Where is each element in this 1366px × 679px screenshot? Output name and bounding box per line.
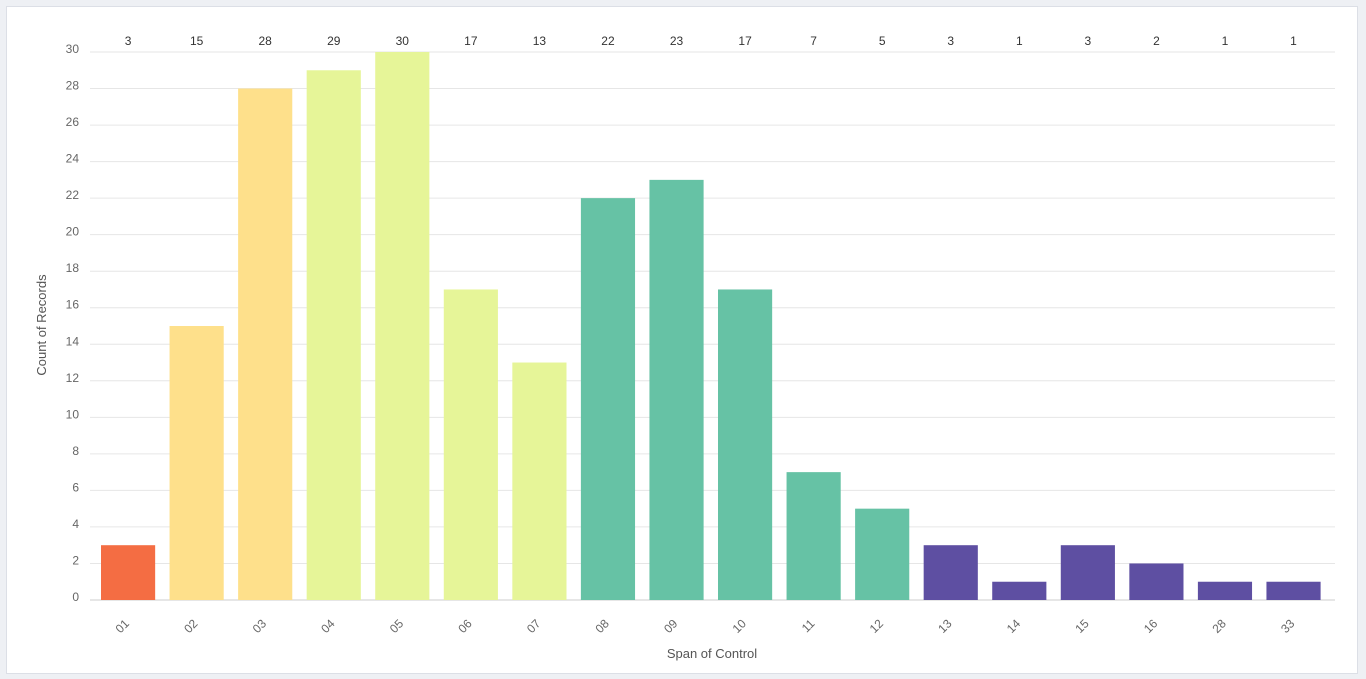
x-tick-labels: 01 02 03 04 05 06 07 08 09 10 11 12 13 14 15 16 28 33	[113, 616, 1298, 636]
x-tick-label: 05	[387, 616, 407, 636]
data-label: 3	[947, 34, 954, 48]
x-axis-title: Span of Control	[667, 646, 757, 661]
data-labels: 3 15 28 29 30 17 13 22 23 17 7 5 3 1 3 2 1 1	[125, 34, 1297, 48]
x-tick-label: 02	[181, 616, 201, 636]
x-tick-label: 09	[661, 616, 681, 636]
data-label: 1	[1222, 34, 1229, 48]
data-label: 30	[396, 34, 410, 48]
data-label: 28	[259, 34, 273, 48]
bar-04[interactable]	[306, 70, 361, 601]
bar-02[interactable]	[169, 326, 224, 600]
bar-28[interactable]	[1197, 581, 1253, 600]
y-tick-label: 26	[66, 115, 80, 129]
bar-16[interactable]	[1129, 563, 1184, 600]
data-label: 3	[125, 34, 132, 48]
data-label: 3	[1085, 34, 1092, 48]
bars	[101, 52, 1321, 601]
data-label: 17	[464, 34, 478, 48]
y-tick-label: 16	[66, 298, 80, 312]
y-tick-label: 28	[66, 79, 80, 93]
bar-09[interactable]	[649, 179, 704, 600]
x-tick-label: 03	[250, 616, 270, 636]
x-tick-label: 28	[1210, 616, 1230, 636]
bar-08[interactable]	[580, 198, 636, 600]
bar-33[interactable]	[1266, 581, 1321, 600]
data-label: 5	[879, 34, 886, 48]
x-tick-label: 13	[935, 616, 955, 636]
bar-11[interactable]	[786, 472, 841, 600]
bar-03[interactable]	[238, 88, 293, 601]
bar-12[interactable]	[855, 508, 910, 600]
bar-07[interactable]	[512, 362, 567, 600]
y-tick-label: 2	[72, 553, 79, 567]
x-tick-label: 12	[867, 616, 887, 636]
y-tick-label: 4	[72, 517, 79, 531]
bar-06[interactable]	[443, 289, 498, 600]
x-tick-label: 07	[524, 616, 544, 636]
bar-13[interactable]	[923, 545, 978, 600]
x-tick-label: 01	[113, 616, 133, 636]
bar-15[interactable]	[1060, 545, 1115, 600]
data-label: 29	[327, 34, 341, 48]
y-tick-label: 0	[72, 590, 79, 604]
x-tick-label: 16	[1141, 616, 1161, 636]
x-tick-label: 15	[1072, 616, 1092, 636]
y-tick-label: 30	[66, 42, 80, 56]
data-label: 13	[533, 34, 547, 48]
data-label: 2	[1153, 34, 1160, 48]
y-axis-title: Count of Records	[34, 274, 49, 376]
y-tick-label: 6	[72, 480, 79, 494]
x-tick-label: 08	[593, 616, 613, 636]
y-tick-label: 24	[66, 152, 80, 166]
data-label: 7	[810, 34, 817, 48]
y-tick-label: 10	[66, 407, 80, 421]
data-label: 22	[601, 34, 615, 48]
x-tick-label: 10	[730, 616, 750, 636]
y-tick-label: 20	[66, 225, 80, 239]
x-tick-label: 04	[318, 616, 338, 636]
y-tick-label: 18	[66, 261, 80, 275]
x-tick-label: 06	[455, 616, 475, 636]
data-label: 1	[1016, 34, 1023, 48]
data-label: 15	[190, 34, 204, 48]
y-tick-label: 8	[72, 444, 79, 458]
data-label: 23	[670, 34, 684, 48]
y-tick-label: 12	[66, 371, 80, 385]
y-tick-label: 22	[66, 188, 80, 202]
bar-14[interactable]	[992, 581, 1047, 600]
gridlines	[90, 51, 1335, 601]
bar-01[interactable]	[101, 545, 156, 600]
bar-10[interactable]	[718, 289, 773, 600]
data-label: 17	[738, 34, 752, 48]
x-tick-label: 11	[799, 616, 818, 635]
data-label: 1	[1290, 34, 1297, 48]
bar-05[interactable]	[375, 52, 430, 600]
x-tick-label: 33	[1278, 616, 1298, 636]
x-tick-label: 14	[1004, 616, 1024, 636]
y-tick-label: 14	[66, 334, 80, 348]
